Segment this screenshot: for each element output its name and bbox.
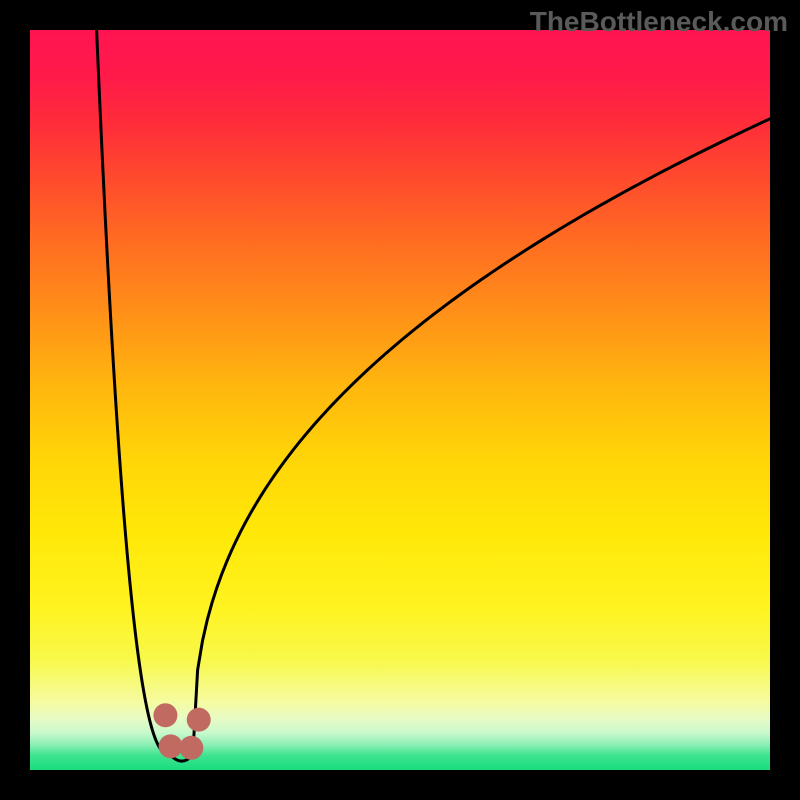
watermark-text: TheBottleneck.com xyxy=(530,6,788,38)
plot-area xyxy=(30,30,770,770)
chart-root: TheBottleneck.com xyxy=(0,0,800,800)
valley-marker xyxy=(187,708,211,732)
valley-marker xyxy=(153,703,177,727)
gradient-background xyxy=(30,30,770,770)
chart-svg xyxy=(30,30,770,770)
valley-marker xyxy=(179,736,203,760)
valley-marker xyxy=(159,734,183,758)
